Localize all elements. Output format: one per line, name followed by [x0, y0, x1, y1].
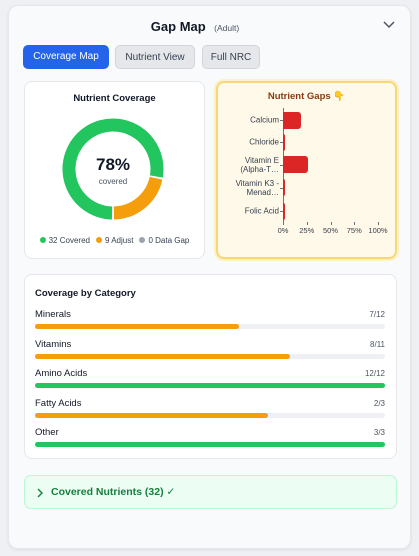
tab[interactable]: Coverage Map [23, 45, 109, 69]
collapse-chevron[interactable] [382, 20, 396, 30]
legend-count: 0 [148, 236, 153, 245]
legend-dot [139, 237, 146, 243]
legend: 32 Covered 9 Adjust 0 Data Gap [24, 236, 205, 245]
category-fraction: 2/3 [373, 398, 385, 408]
coverage-card [24, 81, 205, 259]
category-fraction: 7/12 [369, 310, 385, 319]
category-name: Minerals [35, 309, 71, 320]
progress-bar [35, 383, 385, 389]
category-fraction: 12/12 [364, 369, 385, 379]
progress-track [35, 324, 385, 329]
legend-item: 9 Adjust [95, 236, 134, 245]
legend-dot [39, 237, 46, 243]
tab[interactable]: Full NRC [202, 45, 260, 69]
category-card [24, 274, 397, 459]
category-name: Fatty Acids [35, 397, 82, 409]
chevron-icon [383, 21, 395, 29]
progress-track [35, 353, 385, 359]
tab[interactable]: Nutrient View [115, 45, 195, 69]
donut-segment [113, 176, 163, 220]
legend-count: 32 [48, 236, 58, 245]
progress-track [35, 412, 385, 418]
progress-bar [35, 412, 269, 418]
category-fraction: 8/11 [370, 339, 385, 349]
category-title: Coverage by Category [35, 288, 136, 299]
legend-label: Data Gap [155, 236, 190, 245]
donut-segment [62, 118, 164, 220]
category-fraction: 3/3 [373, 428, 385, 438]
legend-label: Adjust [111, 236, 134, 245]
category-name: Amino Acids [35, 368, 88, 380]
header: Gap Map (Adult) [0, 18, 390, 36]
progress-track [35, 442, 385, 448]
progress-track [35, 383, 385, 389]
header-subtitle: (Adult) [214, 23, 240, 33]
progress-bar [35, 442, 385, 448]
legend-item: 0 Data Gap [139, 236, 189, 245]
legend-count: 9 [104, 236, 110, 245]
category-name: Vitamins [35, 338, 72, 350]
category-name: Other [35, 427, 59, 439]
legend-label: Covered [59, 236, 90, 245]
gaps-title: Nutrient Gaps 👇 [267, 91, 346, 102]
donut-center-label: covered [98, 177, 128, 186]
chevron-icon [37, 488, 43, 498]
donut-center-value: 78% [95, 155, 131, 174]
covered-label: Covered Nutrients (32) ✓ [51, 486, 176, 498]
expand-chevron [37, 488, 43, 498]
progress-bar [35, 353, 290, 359]
donut-chart [62, 118, 164, 220]
legend-dot [95, 237, 102, 243]
header-title: Gap Map [150, 19, 206, 34]
progress-bar [35, 324, 240, 329]
legend-item: 32 Covered [39, 236, 90, 245]
covered-toggle[interactable]: Covered Nutrients (32) ✓ [24, 475, 397, 509]
coverage-title: Nutrient Coverage [73, 93, 156, 104]
